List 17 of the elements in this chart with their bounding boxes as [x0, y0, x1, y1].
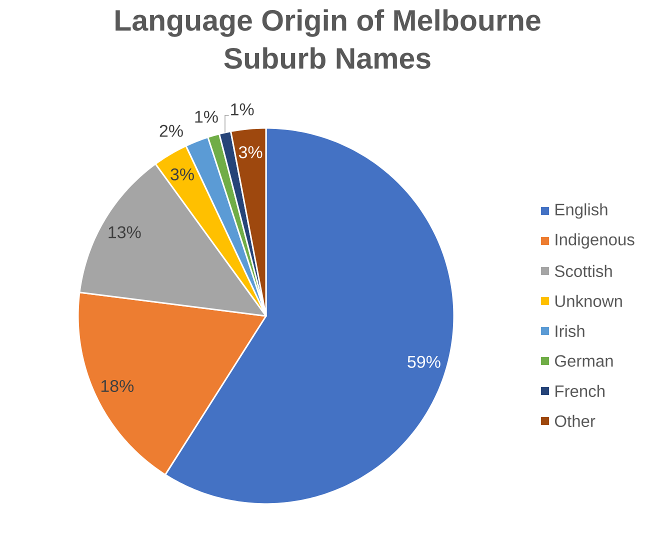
legend-label: Unknown	[555, 294, 622, 308]
data-label: 2%	[160, 124, 183, 137]
legend-label: Indigenous	[556, 233, 634, 249]
data-label: 59%	[408, 356, 440, 368]
data-label: 3%	[238, 146, 262, 158]
legend-label: English	[556, 203, 608, 219]
data-label: 3%	[170, 168, 194, 180]
legend-label: German	[555, 355, 613, 367]
data-label: 18%	[101, 380, 134, 392]
legend-label: Irish	[556, 324, 584, 338]
chart-title: Language Origin of Melbourne Suburb Names	[116, 9, 540, 69]
data-label: 1%	[231, 103, 254, 116]
legend-label: Other	[554, 414, 596, 428]
legend-label: Scottish	[554, 264, 612, 278]
legend-label: French	[556, 384, 604, 398]
data-label: 13%	[108, 226, 141, 238]
data-label: 1%	[195, 110, 218, 123]
